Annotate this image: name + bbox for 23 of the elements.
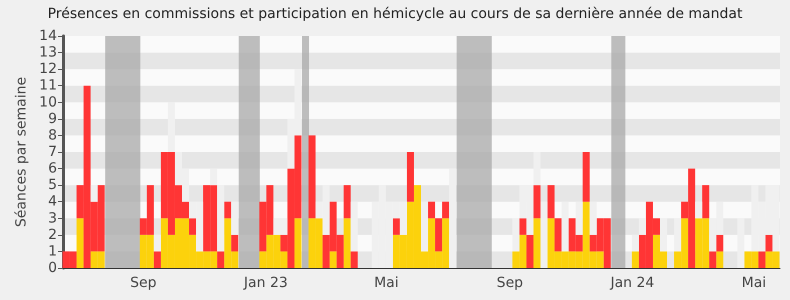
- y-tick-label: 14: [39, 28, 58, 44]
- x-tick-label: Mai: [374, 275, 399, 291]
- y-tick-label: 0: [48, 260, 57, 276]
- y-tick-label: 1: [48, 243, 57, 260]
- y-axis-title: Séances par semaine: [13, 76, 30, 228]
- chart-title: Présences en commissions et participation en hémicycle au cours de sa dernière année de mandat: [48, 6, 743, 22]
- y-tick-label: 13: [39, 44, 57, 61]
- y-tick-label: 7: [48, 144, 57, 160]
- x-tick-label: Jan 23: [242, 275, 288, 291]
- x-tick-label: Sep: [496, 275, 524, 291]
- y-tick-label: 12: [39, 61, 57, 78]
- y-tick-label: 10: [39, 94, 57, 110]
- y-tick-label: 9: [48, 110, 57, 127]
- x-tick-label: Sep: [130, 275, 157, 291]
- y-tick-label: 4: [48, 194, 58, 210]
- y-tick-label: 6: [48, 160, 58, 177]
- y-tick-label: 8: [48, 127, 57, 144]
- y-tick-label: 2: [48, 226, 57, 243]
- y-tick-label: 5: [48, 177, 57, 194]
- x-tick-label: Jan 24: [609, 275, 654, 291]
- y-tick-label: 3: [48, 210, 57, 226]
- y-tick-label: 11: [39, 78, 57, 94]
- x-tick-label: Mai: [742, 275, 766, 291]
